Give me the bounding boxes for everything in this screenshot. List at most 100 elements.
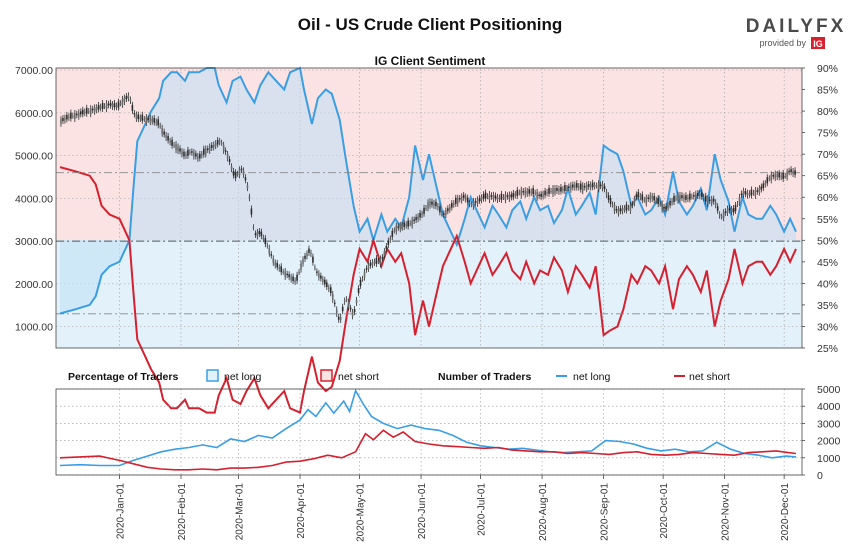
price-candle-body	[399, 224, 402, 230]
price-candle-body	[441, 213, 443, 215]
price-candle-body	[699, 193, 701, 197]
count-tick-label: 5000	[817, 384, 841, 396]
price-candle-body	[625, 204, 628, 211]
price-candle-body	[460, 196, 463, 201]
price-candle-body	[234, 172, 237, 179]
legend-pct-title: Percentage of Traders	[68, 371, 178, 383]
price-candle-body	[220, 142, 223, 144]
price-candle-body	[99, 106, 102, 109]
price-candle-body	[464, 196, 467, 200]
price-candle-body	[226, 153, 229, 159]
price-candle-body	[558, 188, 560, 192]
price-axis: 7000.00 6000.00 5000.00 4000.00 3000.00 2000.…	[15, 65, 53, 333]
price-candle-body	[790, 169, 792, 173]
price-candle-body	[585, 184, 588, 190]
chart-subtitle: IG Client Sentiment	[375, 54, 486, 68]
price-candle-body	[64, 117, 66, 121]
price-candle-body	[216, 139, 219, 145]
price-candle-body	[587, 183, 590, 187]
price-candle-body	[645, 197, 648, 204]
price-candle-body	[248, 196, 251, 199]
count-axis: 5000 4000 3000 2000 1000 0	[802, 384, 841, 482]
price-candle-body	[218, 140, 221, 143]
price-candle-body	[181, 151, 183, 155]
price-candle-body	[435, 201, 437, 207]
price-candle-body	[651, 195, 654, 199]
price-candle-body	[544, 190, 546, 196]
price-candle-body	[437, 206, 439, 208]
price-candle-body	[546, 191, 548, 194]
count-tick-label: 0	[817, 470, 823, 482]
price-candle-body	[153, 118, 156, 123]
price-candle-body	[583, 185, 586, 188]
price-candle-body	[722, 212, 725, 219]
price-candle-body	[302, 259, 304, 264]
price-candle-body	[391, 230, 394, 237]
price-candle-body	[756, 190, 759, 192]
price-candle-body	[472, 200, 475, 207]
price-candle-body	[411, 219, 413, 226]
price-candle-body	[143, 119, 146, 121]
legend-pct-long-swatch	[206, 369, 219, 382]
bottom-gridlines	[56, 388, 802, 476]
price-candle-body	[155, 121, 157, 123]
price-candle-body	[363, 271, 366, 278]
price-candle-body	[451, 203, 453, 208]
price-candle-body	[536, 191, 538, 198]
price-candle-body	[679, 194, 681, 200]
price-candle-body	[518, 192, 521, 194]
price-candle-body	[147, 118, 150, 120]
price-candle-body	[328, 287, 330, 290]
price-tick-label: 1000.00	[15, 322, 53, 334]
price-candle-body	[141, 114, 144, 121]
price-candle-body	[161, 127, 163, 134]
price-candle-body	[286, 273, 288, 276]
price-candle-body	[177, 146, 179, 151]
price-candle-body	[60, 119, 62, 124]
percent-axis: 90% 85% 80% 75% 70% 65% 60% 55% 50% 45% 40% 35% 30% 2…	[802, 63, 838, 355]
price-candle-body	[129, 99, 132, 102]
price-tick-label: 4000.00	[15, 193, 53, 205]
price-candle-body	[403, 222, 405, 228]
count-tick-label: 4000	[817, 401, 841, 413]
price-candle-body	[681, 195, 683, 199]
price-candle-body	[107, 103, 110, 106]
price-candle-body	[550, 190, 552, 192]
price-candle-body	[345, 299, 348, 301]
price-candle-body	[647, 197, 650, 199]
price-candle-body	[762, 183, 765, 189]
price-candle-body	[322, 278, 324, 282]
price-candle-body	[581, 185, 584, 192]
price-candle-body	[206, 148, 209, 150]
price-candle-body	[552, 187, 554, 194]
price-candle-body	[514, 194, 517, 196]
price-candle-body	[413, 219, 415, 222]
price-candle-body	[562, 188, 564, 191]
price-candle-body	[179, 148, 181, 152]
dailyfx-logo: DAILYFX provided by IG	[746, 16, 843, 49]
date-tick-label: 2020-Dec-01	[780, 483, 791, 541]
price-candle-body	[504, 194, 507, 201]
price-candle-body	[697, 193, 699, 197]
price-candle-body	[383, 251, 386, 256]
price-candle-body	[454, 197, 457, 204]
price-candle-body	[78, 112, 80, 117]
date-axis: 2020-Jan-01 2020-Feb-01 2020-Mar-01 2020-Ap…	[115, 475, 791, 542]
price-candle-body	[395, 225, 398, 232]
price-candle-body	[333, 302, 336, 305]
price-candle-body	[458, 197, 461, 200]
price-candle-body	[633, 198, 636, 204]
net-long-area	[59, 68, 797, 314]
legend-num-short: net short	[689, 371, 730, 383]
price-candle-body	[274, 262, 277, 266]
price-candle-body	[85, 107, 88, 114]
reference-lines	[56, 172, 802, 315]
price-candle-body	[673, 196, 675, 203]
price-candle-body	[758, 188, 761, 193]
price-candle-body	[506, 195, 509, 197]
price-candle-body	[649, 195, 652, 200]
price-candle-body	[351, 311, 354, 317]
price-candle-body	[262, 237, 265, 240]
price-candle-body	[294, 280, 296, 282]
price-candle-body	[540, 193, 542, 197]
